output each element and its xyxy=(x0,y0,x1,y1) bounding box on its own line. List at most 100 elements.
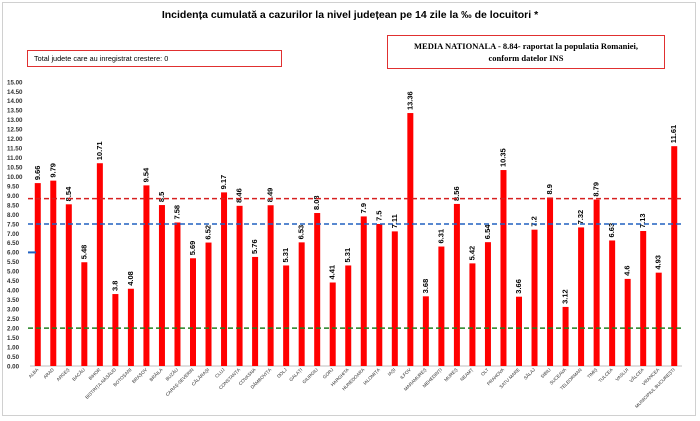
bar-value-label: 6.63 xyxy=(607,223,616,238)
bar xyxy=(65,204,72,366)
y-tick-label: 5.50 xyxy=(7,259,20,266)
bar xyxy=(531,229,538,366)
bar xyxy=(453,203,460,366)
bar-value-label: 8.9 xyxy=(545,184,554,194)
chart-frame xyxy=(2,2,696,416)
bar xyxy=(655,272,662,366)
category-label: IAȘI xyxy=(387,367,397,377)
category-label: VASLUI xyxy=(615,367,630,382)
y-tick-label: 6.50 xyxy=(7,240,20,247)
bar xyxy=(391,231,398,366)
y-tick-label: 1.00 xyxy=(7,344,20,351)
category-label: BRAȘOV xyxy=(131,367,149,385)
bar xyxy=(96,163,103,366)
bar xyxy=(562,306,569,366)
y-tick-label: 10.00 xyxy=(7,174,23,181)
bar xyxy=(438,246,445,366)
category-label: GORJ xyxy=(322,367,335,380)
y-tick-label: 6.00 xyxy=(7,250,20,257)
category-label: IALOMIȚA xyxy=(362,367,381,386)
category-label: ARAD xyxy=(42,367,55,380)
bar-value-label: 8.49 xyxy=(266,188,275,203)
bar-value-label: 7.5 xyxy=(374,211,383,221)
bar xyxy=(624,278,631,366)
category-label: BRĂILA xyxy=(148,366,164,382)
national-average-line1: MEDIA NATIONALA - 8.84- raportat la popu… xyxy=(414,41,638,51)
chart-title: Incidența cumulată a cazurilor la nivel … xyxy=(161,9,539,21)
y-tick-label: 15.00 xyxy=(7,79,23,86)
y-tick-label: 2.00 xyxy=(7,325,20,332)
bar-value-label: 7.11 xyxy=(390,214,399,228)
bar xyxy=(345,265,352,366)
category-label: ARGEȘ xyxy=(56,367,71,382)
bar-value-label: 9.66 xyxy=(33,165,42,180)
bar xyxy=(298,242,305,366)
bar-value-label: 13.36 xyxy=(405,91,414,110)
category-label: OLT xyxy=(480,367,490,377)
category-label: MUREȘ xyxy=(443,367,458,382)
bar-value-label: 5.42 xyxy=(467,246,476,261)
bar xyxy=(81,262,88,366)
bar xyxy=(593,199,600,366)
bar xyxy=(158,205,165,366)
bar xyxy=(205,242,212,366)
national-average-line2: conform datelor INS xyxy=(488,53,564,63)
bar-value-label: 3.8 xyxy=(110,281,119,291)
category-label: SĂLAJ xyxy=(522,366,536,380)
bar xyxy=(221,192,228,366)
y-tick-label: 3.50 xyxy=(7,297,20,304)
bar-value-label: 9.79 xyxy=(48,163,57,178)
bar xyxy=(283,265,290,366)
bar xyxy=(34,183,41,366)
bar-value-label: 10.71 xyxy=(95,141,104,160)
bar-value-label: 5.76 xyxy=(250,239,259,254)
bar-value-label: 8.5 xyxy=(157,192,166,202)
category-label: DOLJ xyxy=(276,367,288,379)
bar xyxy=(671,146,678,366)
category-label: TULCEA xyxy=(597,367,614,384)
y-tick-label: 8.00 xyxy=(7,212,20,219)
category-label: TIMIȘ xyxy=(586,367,598,379)
y-tick-label: 7.00 xyxy=(7,231,20,238)
y-tick-label: 14.00 xyxy=(7,98,23,105)
y-tick-label: 1.50 xyxy=(7,335,20,342)
y-tick-label: 13.00 xyxy=(7,117,23,124)
y-tick-label: 9.00 xyxy=(7,193,20,200)
bar-value-label: 5.48 xyxy=(79,245,88,260)
bar xyxy=(500,170,507,366)
category-label: CARAȘ-SEVERIN xyxy=(165,367,195,397)
bar xyxy=(609,240,616,366)
bar xyxy=(484,242,491,366)
category-label: ALBA xyxy=(28,367,41,380)
national-average-box: MEDIA NATIONALA - 8.84- raportat la popu… xyxy=(387,35,665,69)
bar-value-label: 5.31 xyxy=(281,248,290,263)
bar-value-label: 7.58 xyxy=(172,205,181,220)
bar-value-label: 3.12 xyxy=(561,289,570,304)
bar xyxy=(407,113,414,367)
bar-value-label: 8.56 xyxy=(452,186,461,201)
y-tick-label: 0.00 xyxy=(7,363,20,370)
category-label: ILFOV xyxy=(399,367,413,381)
y-tick-label: 3.00 xyxy=(7,307,20,314)
bar-value-label: 3.66 xyxy=(514,279,523,294)
y-tick-label: 9.50 xyxy=(7,183,20,190)
y-tick-label: 12.00 xyxy=(7,136,23,143)
bar-value-label: 3.68 xyxy=(421,279,430,294)
bar xyxy=(578,227,585,366)
category-label: CLUJ xyxy=(214,367,226,379)
y-tick-label: 4.50 xyxy=(7,278,20,285)
y-tick-label: 8.50 xyxy=(7,202,20,209)
bar-value-label: 9.17 xyxy=(219,175,228,190)
bar xyxy=(360,216,367,366)
y-tick-label: 11.50 xyxy=(7,146,23,153)
y-tick-label: 13.50 xyxy=(7,108,23,115)
y-tick-label: 12.50 xyxy=(7,127,23,134)
bar-value-label: 7.2 xyxy=(530,216,539,226)
bar xyxy=(376,224,383,366)
y-tick-label: 4.00 xyxy=(7,288,20,295)
bar-value-label: 4.08 xyxy=(126,271,135,286)
bar xyxy=(516,296,522,366)
y-tick-label: 2.50 xyxy=(7,316,20,323)
category-label: GALAȚI xyxy=(288,367,303,382)
bar-value-label: 5.31 xyxy=(343,248,352,263)
